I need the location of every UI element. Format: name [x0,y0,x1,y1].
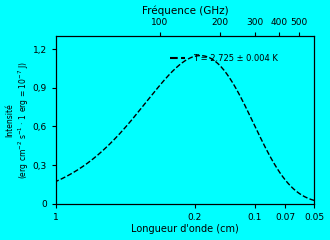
Text: T = 2.725 ± 0.004 K: T = 2.725 ± 0.004 K [193,54,278,62]
X-axis label: Longueur d'onde (cm): Longueur d'onde (cm) [131,224,239,234]
Y-axis label: Intensité
(erg cm$^{-2}$ s$^{-1}$ · 1 erg = $10^{-7}$ J): Intensité (erg cm$^{-2}$ s$^{-1}$ · 1 er… [6,61,31,179]
X-axis label: Fréquence (GHz): Fréquence (GHz) [142,6,228,16]
